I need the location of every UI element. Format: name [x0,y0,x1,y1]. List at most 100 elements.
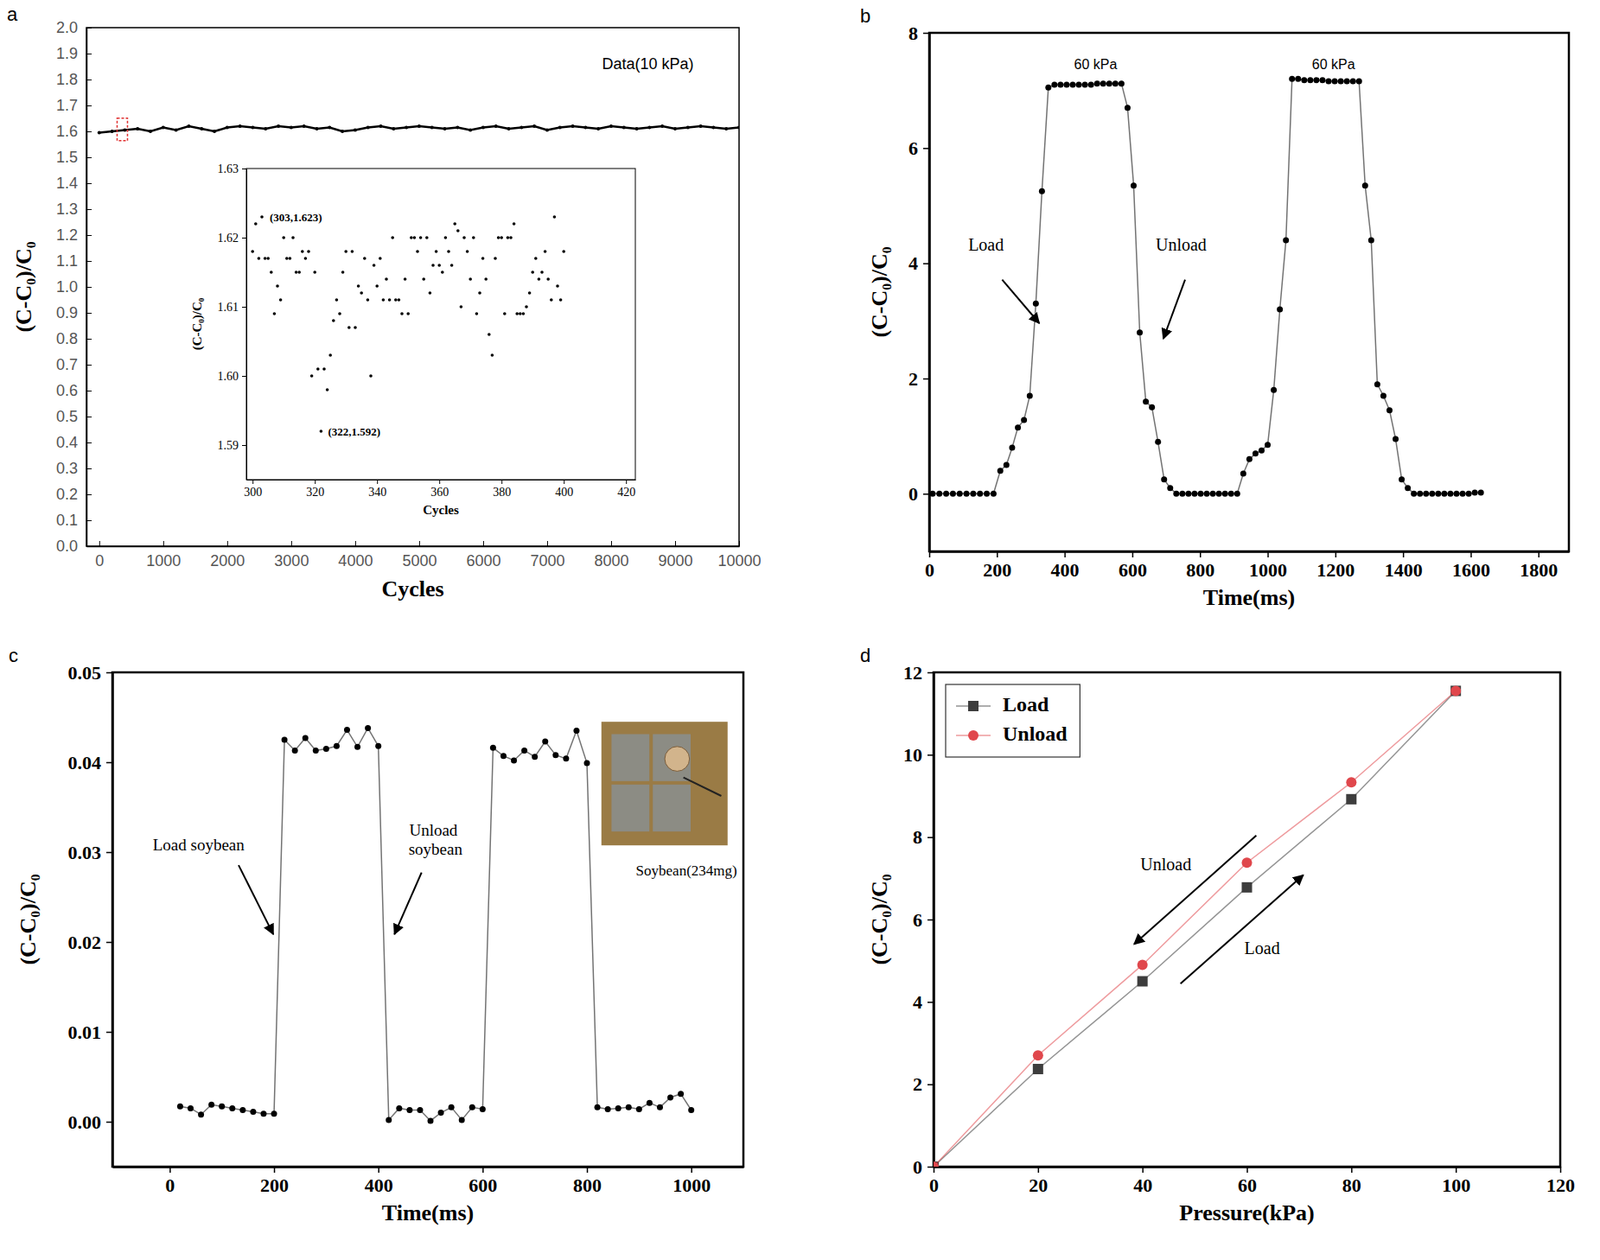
y-tick: 0.01 [68,1021,114,1044]
data-point [510,757,517,764]
data-point [1008,445,1015,452]
annotation: Unload [1155,235,1207,255]
y-tick: 1.60 [217,369,248,383]
panel-letter: c [8,644,19,667]
photo-cell [611,734,650,782]
data-point [507,127,511,131]
y-tick: 0 [908,483,930,505]
data-point [1185,490,1192,498]
data-point [1148,404,1155,411]
data-point [229,1105,236,1112]
inset-region [116,118,128,141]
data-point [1172,490,1180,498]
data-point [425,235,429,240]
x-tick-label: 1600 [1452,559,1491,581]
x-tick: 9000 [657,541,693,570]
data-point [285,256,289,261]
data-point [300,249,305,254]
data-point [1422,490,1429,498]
data-point [500,752,507,759]
x-axis: 300320340360380400420 [243,479,636,499]
y-axis-title: (C-C₀)/C₀ [866,246,893,338]
data-point [615,1105,622,1112]
chart-panel: 020406080100120024681012Pressure(kPa)(C-… [860,644,1575,1226]
data-point [546,277,550,281]
data-point [1179,490,1186,498]
data-point [456,229,460,233]
data-point [660,124,664,128]
data-point [397,298,402,302]
data-point [1242,882,1253,893]
legend-marker [968,701,979,712]
x-tick: 1600 [1452,551,1491,581]
data-point [1124,104,1131,111]
data-point [269,270,274,275]
y-tick: 6 [912,909,934,931]
data-point [646,1100,653,1107]
x-tick-label: 8000 [593,552,629,570]
data-point [534,256,538,261]
y-tick-label: 4 [912,991,923,1014]
data-point [1094,80,1101,87]
y-tick-label: 0.0 [56,537,78,555]
y-tick-label: 1.60 [217,369,240,383]
x-tick: 600 [1118,551,1148,581]
data-point [438,1109,445,1116]
y-tick-mark [86,209,92,211]
data-point [350,249,355,254]
y-axis: 0.000.010.020.030.040.05 [68,662,114,1168]
data-point [1392,436,1399,443]
data-point [323,745,330,753]
data-point [1466,490,1473,498]
data-point [1088,82,1095,89]
data-point [306,249,311,254]
y-tick-label: 0.01 [68,1021,102,1044]
data-point [406,1107,413,1114]
x-tick-mark [501,479,503,485]
x-tick-label: 380 [492,485,511,499]
data-point [509,235,513,240]
data-point [161,126,166,130]
photo-cell [652,734,691,782]
data-point [1045,84,1052,91]
data-point [369,374,373,378]
data-point [1032,1064,1044,1075]
x-tick: 360 [430,479,449,499]
y-axis: 02468 [908,22,931,553]
legend-marker [968,730,979,741]
data-point [187,1105,194,1112]
x-tick: 120 [1546,1166,1575,1197]
data-point [956,490,963,498]
data-point [1380,393,1387,400]
data-point [199,127,204,131]
data-point [1130,182,1137,189]
legend-box [945,684,1080,758]
data-point [452,222,457,226]
data-point [333,743,340,750]
x-axis-title: Time(ms) [1203,585,1295,611]
y-tick: 0.03 [68,841,114,864]
data-point [512,222,517,226]
data-point [384,277,389,281]
y-tick-label: 2 [912,1073,923,1096]
data-point [1118,80,1125,87]
y-tick: 1.61 [217,300,248,314]
data-point [440,270,445,275]
annotation-arrow [238,865,274,935]
x-tick: 40 [1133,1166,1153,1197]
y-tick-mark [86,390,92,392]
x-tick: 400 [1051,551,1080,581]
annotation: Load [968,235,1004,255]
data-point [344,726,351,734]
data-point [312,747,319,754]
x-tick: 8000 [593,541,629,570]
annotation: (322,1.592) [328,425,382,439]
data-point [110,129,115,134]
x-tick: 1000 [1249,551,1288,581]
plot-frame [929,32,1569,552]
data-point [444,235,448,240]
data-point [260,1110,267,1117]
annotation-arrow [1134,835,1256,945]
data-point [1222,490,1229,498]
y-tick-mark [86,105,92,107]
